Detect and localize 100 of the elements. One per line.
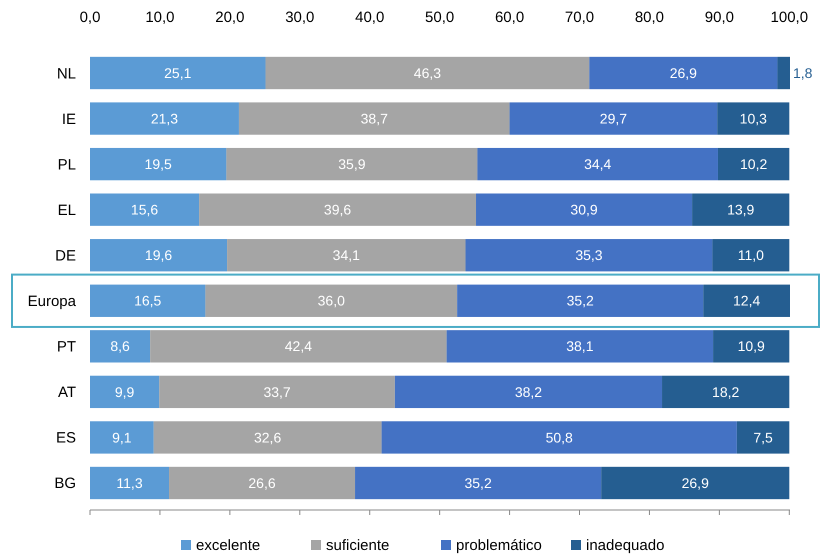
legend-label: problemático	[456, 537, 542, 554]
data-label: 1,8	[793, 64, 813, 81]
bar	[90, 284, 206, 317]
bar	[713, 330, 790, 363]
y-tick-label: PT	[56, 338, 76, 356]
y-tick-label: ES	[56, 430, 76, 447]
data-label: 35,2	[464, 474, 492, 491]
x-tick-label: 10,0	[145, 9, 175, 26]
bar	[510, 102, 718, 135]
bar	[717, 102, 790, 135]
data-label: 13,9	[727, 202, 755, 218]
y-tick-label: AT	[58, 384, 76, 402]
y-tick-label: DE	[55, 247, 76, 264]
data-label: 11,3	[116, 474, 143, 491]
x-tick-label: 50,0	[425, 9, 454, 26]
bar	[477, 148, 718, 180]
bar	[394, 376, 662, 408]
data-label: 16,5	[134, 292, 162, 309]
bar	[90, 193, 200, 226]
data-label: 9,9	[114, 384, 135, 400]
bar	[712, 239, 790, 272]
bar	[736, 421, 790, 454]
x-tick-label: 80,0	[634, 9, 664, 26]
data-label: 34,4	[584, 156, 612, 172]
bar	[382, 421, 737, 454]
data-label: 30,9	[570, 202, 598, 218]
data-label: 50,8	[546, 429, 574, 446]
data-label: 26,9	[682, 474, 710, 491]
bar	[718, 148, 790, 180]
bar	[90, 330, 150, 363]
x-tick-label: 70,0	[564, 9, 594, 26]
y-tick-label: Europa	[28, 293, 77, 310]
data-label: 10,2	[740, 156, 768, 172]
data-label: 19,5	[144, 156, 172, 172]
data-label: 34,1	[332, 247, 360, 264]
bar	[227, 239, 466, 272]
bar	[199, 193, 476, 226]
bar	[692, 193, 790, 226]
data-label: 26,9	[670, 64, 698, 81]
data-label: 33,7	[263, 384, 291, 400]
legend-label: suficiente	[326, 537, 390, 554]
data-label: 36,0	[318, 292, 346, 309]
data-label: 38,7	[360, 110, 388, 126]
bar	[159, 376, 395, 408]
data-label: 35,9	[338, 156, 366, 172]
data-label: 18,2	[712, 384, 740, 400]
bar	[90, 239, 228, 272]
bar	[601, 466, 790, 500]
data-label: 32,6	[254, 429, 282, 446]
bar	[466, 239, 712, 272]
legend-label: inadequado	[586, 537, 664, 554]
bar	[90, 102, 239, 135]
y-tick-label: BG	[54, 475, 76, 492]
bar	[90, 376, 160, 408]
data-label: 38,1	[566, 338, 594, 354]
data-label: 35,3	[575, 247, 603, 264]
bar	[266, 56, 590, 90]
bar	[169, 466, 356, 500]
bar	[154, 421, 382, 454]
bar	[90, 148, 226, 180]
data-label: 42,4	[284, 338, 312, 354]
x-tick-label: 100,0	[770, 9, 808, 26]
data-label: 26,6	[248, 474, 276, 491]
bar	[90, 56, 266, 90]
data-label: 7,5	[753, 429, 774, 446]
bar	[355, 466, 602, 500]
bar	[90, 466, 170, 500]
data-label: 21,3	[150, 110, 178, 126]
data-label: 10,3	[740, 110, 768, 126]
data-label: 25,1	[164, 64, 192, 81]
bar	[476, 193, 692, 226]
bar	[446, 330, 714, 363]
x-tick-label: 0,0	[80, 9, 100, 26]
bar	[457, 284, 704, 317]
bar	[777, 56, 790, 90]
legend-label: excelente	[196, 537, 260, 554]
data-label: 11,0	[738, 247, 764, 264]
data-label: 12,4	[733, 292, 760, 309]
data-label: 10,9	[738, 338, 766, 354]
data-label: 29,7	[600, 110, 628, 126]
bar	[662, 376, 790, 408]
data-label: 46,3	[414, 64, 442, 81]
bar	[226, 148, 478, 180]
data-label: 39,6	[324, 202, 352, 218]
data-label: 35,2	[566, 292, 594, 309]
data-label: 8,6	[110, 338, 130, 354]
y-tick-label: EL	[58, 202, 76, 219]
data-label: 15,6	[130, 202, 158, 218]
bar	[205, 284, 458, 317]
x-tick-label: 40,0	[355, 9, 384, 26]
x-tick-label: 30,0	[285, 9, 314, 26]
x-tick-label: 90,0	[704, 9, 734, 26]
bar	[589, 56, 778, 90]
x-tick-label: 20,0	[215, 9, 244, 26]
bar	[150, 330, 447, 363]
data-label: 9,1	[112, 429, 132, 446]
y-tick-label: NL	[56, 65, 76, 82]
bar	[238, 102, 510, 135]
x-tick-label: 60,0	[494, 9, 524, 26]
bar	[90, 421, 154, 454]
